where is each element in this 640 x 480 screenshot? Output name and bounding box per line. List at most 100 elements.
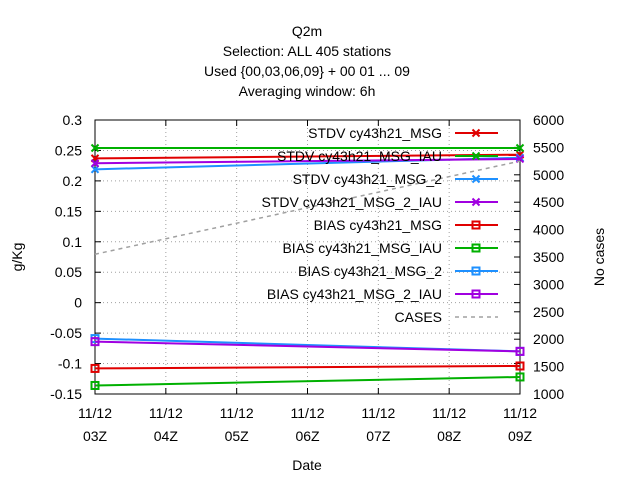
legend-item: STDV cy43h21_MSG_2_IAU: [261, 194, 498, 210]
series-4: [90, 361, 525, 373]
x-tick-label-hour: 09Z: [508, 428, 533, 444]
y-axis-ticks: 0.3 0.25 0.2 0.15 0.1 0.05 0 -0.05 -0.1 -0.15: [50, 112, 520, 402]
y2-tick-label: 3000: [533, 276, 564, 292]
legend-marker-stroke: [471, 197, 481, 207]
y-tick-label: 0: [74, 295, 82, 311]
title-line: Averaging window: 6h: [239, 83, 376, 99]
legend: STDV cy43h21_MSG STDV cy43h21_MSG_IAU STDV…: [261, 125, 498, 325]
y2-tick-label: 4000: [533, 222, 564, 238]
legend-label: BIAS cy43h21_MSG_2: [298, 263, 442, 279]
series-line: [94, 340, 521, 353]
series-point: [515, 143, 525, 153]
y-tick-label: -0.15: [50, 386, 82, 402]
x-tick-label-date: 11/12: [78, 405, 112, 421]
series-point: [515, 372, 525, 382]
y2-tick-label: 6000: [533, 112, 564, 128]
series-point: [90, 159, 100, 168]
legend-marker: [471, 128, 481, 138]
x-tick-label-hour: 07Z: [366, 428, 391, 444]
series-1: [90, 143, 525, 153]
x-tick-label-hour: 03Z: [83, 428, 108, 444]
legend-marker: [471, 243, 481, 253]
y-tick-label: -0.1: [58, 356, 82, 372]
y-tick-label: 0.15: [55, 203, 82, 219]
legend-label: STDV cy43h21_MSG: [308, 125, 442, 141]
series-line: [94, 157, 521, 165]
y-tick-label: 0.3: [63, 112, 83, 128]
legend-item: BIAS cy43h21_MSG_IAU: [282, 240, 498, 256]
series-point: [90, 380, 100, 390]
legend-marker: [471, 266, 481, 276]
legend-item: CASES: [395, 309, 498, 325]
y-tick-label: 0.2: [63, 173, 83, 189]
legend-item: BIAS cy43h21_MSG_2: [298, 263, 498, 279]
y2-axis-label: No cases: [591, 228, 607, 286]
y2-tick-label: 5500: [533, 139, 564, 155]
series-6: [90, 334, 525, 356]
legend-label: STDV cy43h21_MSG_2: [293, 171, 443, 187]
series: [90, 143, 525, 390]
legend-marker-stroke: [471, 128, 481, 138]
y2-tick-label: 5000: [533, 167, 564, 183]
legend-marker-stroke: [471, 151, 481, 161]
x-axis-ticks: 11/12 03Z 11/12 04Z 11/12 05Z 11/12 06Z 11/12 07Z…: [78, 120, 537, 444]
legend-item: BIAS cy43h21_MSG: [314, 217, 498, 233]
legend-label: STDV cy43h21_MSG_2_IAU: [261, 194, 442, 210]
legend-marker: [471, 197, 481, 207]
y2-tick-label: 2000: [533, 331, 564, 347]
x-tick-label-date: 11/12: [149, 405, 183, 421]
legend-label: BIAS cy43h21_MSG_2_IAU: [267, 286, 442, 302]
legend-marker-stroke: [471, 174, 481, 184]
x-tick-label-date: 11/12: [291, 405, 325, 421]
legend-label: BIAS cy43h21_MSG_IAU: [282, 240, 442, 256]
title-line: Q2m: [292, 23, 322, 39]
legend-marker: [471, 151, 481, 161]
y-tick-label: 0.1: [63, 234, 83, 250]
series-8: [94, 160, 521, 255]
y-tick-label: 0.05: [55, 264, 82, 280]
y2-axis-ticks: 6000 5500 5000 4500 4000 3500 3000 2500 2000 1500…: [514, 112, 564, 402]
series-line: [94, 160, 521, 255]
x-tick-label-date: 11/12: [503, 405, 537, 421]
series-line: [94, 364, 521, 370]
series-point: [90, 363, 100, 373]
y2-tick-label: 1500: [533, 359, 564, 375]
y-tick-label: 0.25: [55, 142, 82, 158]
legend-label: STDV cy43h21_MSG_IAU: [277, 148, 442, 164]
y2-tick-label: 3500: [533, 249, 564, 265]
series-point: [515, 346, 525, 356]
chart-title: Q2m Selection: ALL 405 stations Used {00,0…: [204, 23, 410, 99]
title-line: Used {00,03,06,09} + 00 01 ... 09: [204, 63, 410, 79]
y2-tick-label: 1000: [533, 386, 564, 402]
legend-label: CASES: [395, 309, 442, 325]
series-point-stroke: [515, 143, 525, 153]
series-point-stroke: [90, 143, 100, 153]
x-tick-label-date: 11/12: [361, 405, 395, 421]
legend-item: STDV cy43h21_MSG: [308, 125, 498, 141]
y-axis-label: g/Kg: [9, 243, 25, 272]
title-line: Selection: ALL 405 stations: [223, 43, 391, 59]
legend-item: STDV cy43h21_MSG_IAU: [277, 148, 498, 164]
series-point-stroke: [90, 159, 100, 168]
series-5: [90, 372, 525, 390]
series-point: [515, 361, 525, 371]
y2-tick-label: 2500: [533, 304, 564, 320]
legend-label: BIAS cy43h21_MSG: [314, 217, 442, 233]
series-point: [90, 165, 100, 174]
series-line: [94, 153, 521, 160]
x-tick-label-hour: 04Z: [154, 428, 179, 444]
x-tick-label-hour: 05Z: [225, 428, 250, 444]
series-7: [90, 337, 525, 356]
y2-tick-label: 4500: [533, 194, 564, 210]
legend-item: STDV cy43h21_MSG_2: [293, 171, 498, 187]
y-tick-label: -0.05: [50, 325, 82, 341]
legend-marker: [471, 174, 481, 184]
legend-marker: [471, 289, 481, 299]
series-point: [90, 337, 100, 347]
series-point-stroke: [90, 165, 100, 174]
legend-marker: [471, 220, 481, 230]
x-tick-label-hour: 06Z: [295, 428, 320, 444]
x-axis-label: Date: [292, 457, 322, 473]
x-tick-label-date: 11/12: [432, 405, 466, 421]
